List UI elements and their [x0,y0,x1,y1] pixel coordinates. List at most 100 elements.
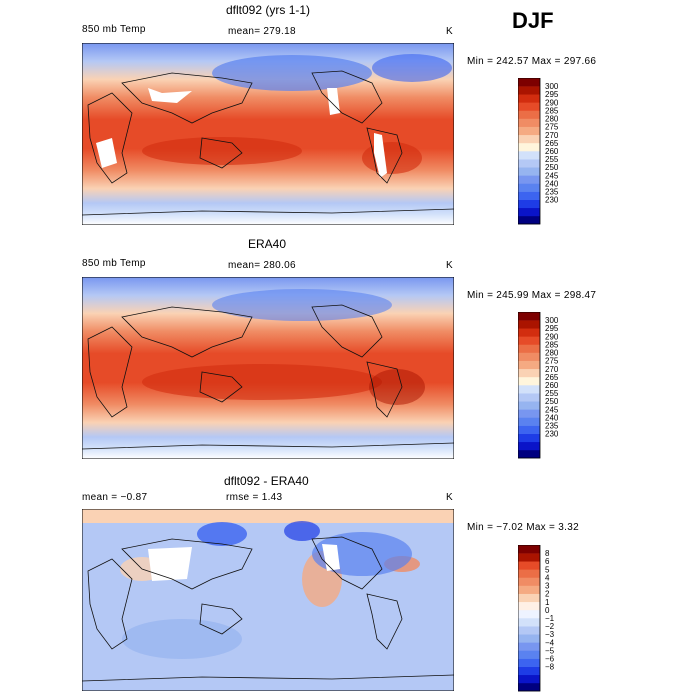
units-label: K [446,260,453,271]
warm-region [369,369,425,405]
colorbar-tick-label: 255 [545,155,559,164]
colorbar-tick-label: −6 [545,655,555,664]
colorbar-swatch [518,561,540,570]
colorbar-swatch [518,118,540,127]
positive-region [82,509,454,523]
colorbar-tick-label: 295 [545,90,559,99]
colorbar-tick-label: 250 [545,397,559,406]
coastlines [82,70,454,216]
range-label: Min = 245.99 Max = 298.47 [467,290,597,301]
colorbar-frame [518,78,541,225]
colorbar-swatches [518,78,541,225]
colorbar-tick-label: 270 [545,365,559,374]
colorbar-swatch [518,650,540,659]
colorbar-swatch [518,368,540,378]
colorbar-tick-label: 8 [545,549,550,558]
colorbar-tick-label: 280 [545,115,559,124]
colorbar-swatch [518,376,540,386]
colorbar-swatch [518,126,540,136]
cold-region [212,289,392,321]
missing-data-region [374,133,387,178]
panel-title: dflt092 - ERA40 [224,474,309,488]
colorbar-swatch [518,409,540,418]
colorbar-labels: 3002952902852802752702652602552502452402… [545,316,559,439]
missing-data-region [148,88,192,103]
colorbar-tick-label: 4 [545,573,550,582]
colorbar-tick-label: 275 [545,357,559,366]
colorbar-swatch [518,682,540,692]
colorbar-swatch [518,545,540,554]
colorbar-tick-label: 255 [545,389,559,398]
colorbar-swatch [518,569,540,578]
colorbar-tick-label: 285 [545,106,559,115]
warm-region [362,142,422,174]
colorbar-frame [518,545,541,692]
range-label: Min = 242.57 Max = 297.66 [467,56,597,67]
difference-map [82,509,454,691]
negative-region [197,522,247,546]
colorbar-swatch [518,360,540,370]
colorbar-swatch [518,441,540,451]
colorbar-swatch [518,110,540,119]
colorbar-tick-label: 6 [545,557,550,566]
colorbar-swatch [518,151,540,160]
colorbar-tick-label: −8 [545,663,555,672]
map-field [82,509,454,691]
colorbar-swatch [518,191,540,200]
colorbar-swatch [518,609,540,619]
missing-data-region [322,544,340,571]
cold-region [372,54,452,82]
colorbar-tick-label: 260 [545,381,559,390]
colorbar-swatch [518,433,540,443]
colorbar-tick-label: −5 [545,646,555,655]
colorbar-swatch [518,183,540,192]
mean-label: mean = −0.87 [82,492,148,503]
colorbar-swatch [518,312,540,321]
colorbar-tick-label: 0 [545,606,550,615]
colorbar-tick-label: −4 [545,638,555,647]
range-label: Min = −7.02 Max = 3.32 [467,522,579,533]
colorbar-tick-label: 295 [545,324,559,333]
variable-label: 850 mb Temp [82,258,146,269]
colorbar-swatches [518,545,541,692]
missing-data-region [148,547,192,581]
colorbar-swatch [518,626,540,635]
colorbar-tick-label: 275 [545,123,559,132]
colorbar-swatch [518,601,540,611]
colorbar-tick-label: 240 [545,413,559,422]
missing-data-region [96,138,117,168]
temperature-map [82,277,454,459]
season-label: DJF [512,8,554,33]
colorbar-swatch [518,385,540,394]
colorbar-tick-label: 235 [545,422,559,431]
colorbar-swatch [518,199,540,209]
rmse-label: rmse = 1.43 [226,492,283,503]
negative-region [284,521,320,541]
colorbar-tick-label: 5 [545,565,550,574]
colorbar-tick-label: 290 [545,98,559,107]
colorbar-tick-label: 240 [545,179,559,188]
warm-region [142,364,382,400]
colorbar-tick-label: 300 [545,82,559,91]
colorbar-swatch [518,159,540,168]
colorbar-swatch [518,553,540,562]
variable-label: 850 mb Temp [82,24,146,35]
colorbar-swatch [518,344,540,353]
colorbar-tick-label: 1 [545,598,550,607]
colorbar-swatch [518,577,540,586]
mean-label: mean= 280.06 [228,260,296,271]
colorbar-swatch [518,585,540,594]
colorbar-swatch [518,393,540,402]
colorbar-swatch [518,401,540,410]
colorbar-tick-label: 230 [545,430,559,439]
colorbar-tick-label: −1 [545,614,555,623]
colorbar-tick-label: 285 [545,340,559,349]
colorbar-tick-label: 245 [545,405,559,414]
colorbar-swatch [518,78,540,87]
colorbar-swatch [518,328,540,337]
colorbar-swatch [518,336,540,345]
negative-region [122,619,242,659]
warm-region [142,137,302,165]
